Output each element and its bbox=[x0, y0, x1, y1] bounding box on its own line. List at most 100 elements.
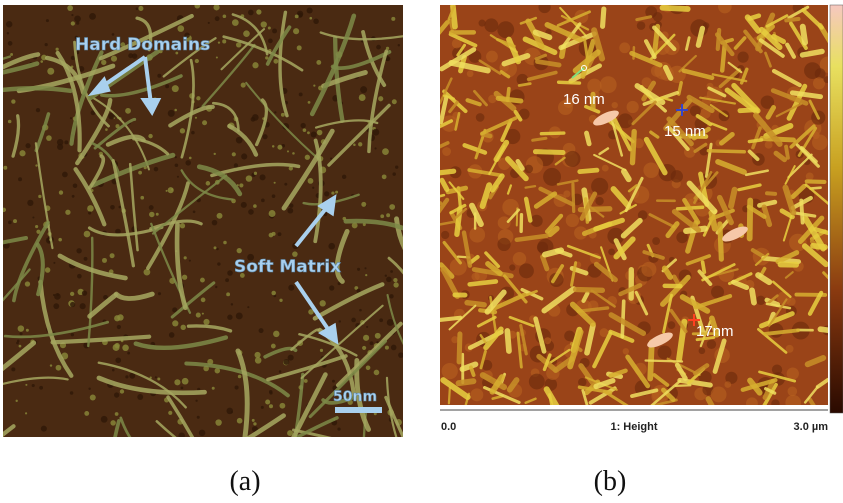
texture-element bbox=[239, 183, 243, 187]
texture-element bbox=[191, 131, 195, 135]
texture-element bbox=[386, 213, 390, 217]
texture-element bbox=[117, 325, 121, 329]
texture-element bbox=[580, 170, 597, 172]
texture-element bbox=[59, 190, 63, 194]
texture-element bbox=[122, 345, 129, 352]
texture-element bbox=[181, 325, 186, 330]
texture-element bbox=[53, 303, 59, 309]
texture-element bbox=[332, 380, 335, 383]
texture-element bbox=[529, 374, 545, 390]
texture-element bbox=[813, 77, 825, 89]
texture-element bbox=[227, 270, 233, 276]
texture-element bbox=[731, 190, 735, 206]
texture-element bbox=[382, 174, 387, 179]
texture-element bbox=[110, 420, 115, 425]
texture-element bbox=[643, 162, 659, 178]
texture-element bbox=[273, 59, 278, 64]
texture-element bbox=[308, 178, 314, 184]
texture-element bbox=[125, 108, 131, 114]
texture-element bbox=[804, 62, 821, 79]
texture-element bbox=[70, 302, 75, 307]
texture-element bbox=[80, 303, 86, 309]
texture-element bbox=[138, 171, 142, 175]
texture-element bbox=[787, 367, 799, 379]
texture-element bbox=[470, 281, 496, 284]
texture-element bbox=[127, 352, 130, 355]
texture-element bbox=[53, 262, 55, 264]
texture-element bbox=[398, 44, 400, 46]
texture-element bbox=[283, 359, 289, 365]
texture-element bbox=[77, 274, 82, 279]
texture-element bbox=[196, 313, 201, 318]
texture-element bbox=[708, 151, 744, 152]
texture-element bbox=[564, 331, 575, 342]
texture-element bbox=[256, 9, 261, 14]
texture-element bbox=[70, 391, 73, 394]
texture-element bbox=[203, 319, 209, 325]
texture-element bbox=[65, 210, 70, 215]
texture-element bbox=[231, 303, 233, 305]
texture-element bbox=[217, 262, 220, 265]
texture-element bbox=[111, 56, 117, 62]
texture-element bbox=[387, 319, 394, 326]
texture-element bbox=[676, 385, 690, 386]
texture-element bbox=[497, 238, 510, 251]
texture-element bbox=[538, 1, 550, 13]
axis-title: 1: Height bbox=[610, 421, 657, 433]
texture-element bbox=[274, 182, 276, 184]
texture-element bbox=[45, 267, 50, 272]
texture-element bbox=[253, 422, 256, 425]
texture-element bbox=[114, 315, 120, 321]
texture-element bbox=[289, 203, 293, 207]
texture-element bbox=[497, 21, 514, 38]
texture-element bbox=[253, 204, 257, 208]
texture-element bbox=[389, 294, 393, 298]
texture-element bbox=[718, 0, 732, 13]
texture-element bbox=[273, 331, 279, 337]
texture-element bbox=[218, 41, 220, 43]
texture-element bbox=[243, 30, 250, 37]
texture-element bbox=[279, 403, 285, 409]
texture-element bbox=[181, 386, 184, 389]
texture-element bbox=[467, 70, 474, 77]
texture-element bbox=[25, 412, 27, 414]
texture-element bbox=[802, 51, 822, 55]
texture-element bbox=[313, 85, 315, 87]
texture-element bbox=[215, 368, 221, 374]
texture-element bbox=[84, 411, 89, 416]
texture-element bbox=[603, 9, 604, 26]
texture-element bbox=[25, 281, 30, 286]
texture-element bbox=[366, 326, 368, 328]
texture-element bbox=[370, 341, 374, 345]
marker-label: 16 nm bbox=[563, 91, 605, 108]
texture-element bbox=[374, 147, 376, 149]
texture-element bbox=[168, 411, 172, 415]
texture-element bbox=[272, 29, 277, 34]
texture-element bbox=[360, 86, 367, 93]
texture-element bbox=[720, 224, 721, 259]
texture-element bbox=[803, 27, 805, 43]
texture-element bbox=[180, 128, 185, 133]
texture-element bbox=[16, 400, 18, 402]
texture-element bbox=[357, 268, 360, 271]
texture-element bbox=[182, 378, 189, 385]
texture-element bbox=[299, 92, 303, 96]
texture-element bbox=[7, 32, 9, 34]
texture-element bbox=[189, 260, 191, 262]
texture-element bbox=[18, 177, 22, 181]
texture-element bbox=[120, 389, 124, 393]
texture-element bbox=[140, 196, 144, 200]
texture-element bbox=[39, 386, 43, 390]
texture-element bbox=[114, 392, 119, 397]
texture-element bbox=[272, 232, 276, 236]
texture-element bbox=[237, 418, 243, 424]
texture-element bbox=[2, 208, 6, 212]
texture-element bbox=[385, 275, 387, 277]
texture-element bbox=[27, 200, 33, 206]
texture-element bbox=[749, 140, 761, 142]
texture-element bbox=[287, 430, 293, 436]
texture-element bbox=[386, 277, 392, 283]
texture-element bbox=[788, 387, 798, 397]
texture-element bbox=[171, 188, 173, 190]
texture-element bbox=[223, 14, 227, 18]
